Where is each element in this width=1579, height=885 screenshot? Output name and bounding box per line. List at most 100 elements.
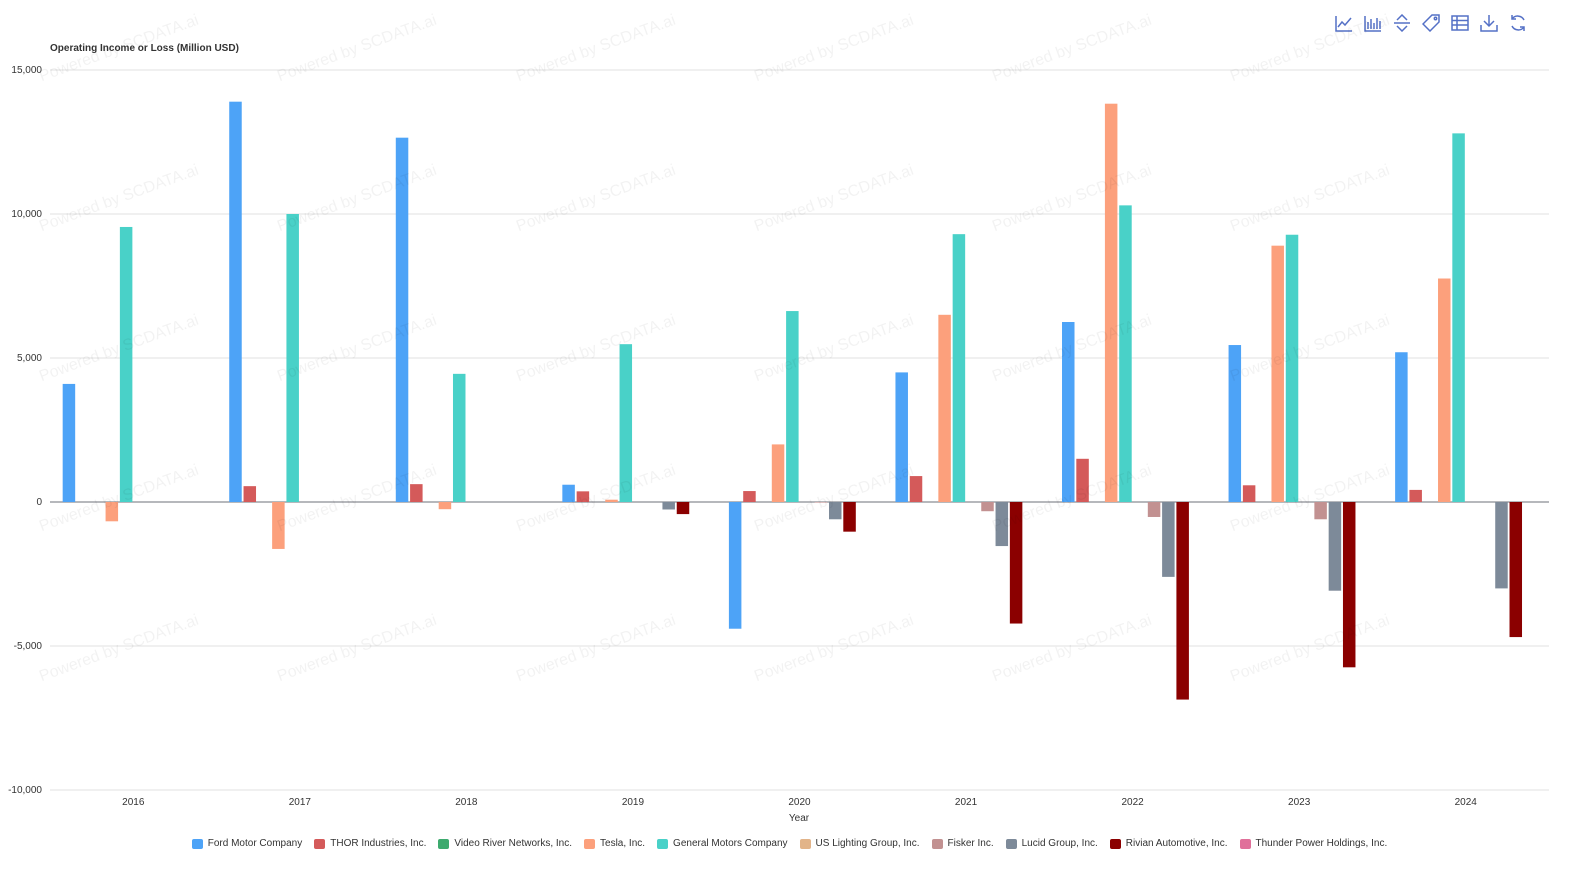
- bar[interactable]: [1395, 352, 1408, 502]
- bar[interactable]: [829, 502, 842, 520]
- legend-swatch: [314, 838, 326, 849]
- bar[interactable]: [438, 502, 452, 510]
- bar[interactable]: [1162, 502, 1175, 577]
- legend-label: Video River Networks, Inc.: [454, 838, 573, 849]
- x-tick-label: 2023: [1288, 797, 1311, 808]
- bar[interactable]: [1285, 234, 1299, 502]
- bar[interactable]: [119, 226, 133, 502]
- bar[interactable]: [952, 234, 966, 502]
- legend-item[interactable]: Tesla, Inc.: [584, 838, 645, 849]
- bar[interactable]: [814, 502, 828, 503]
- bar[interactable]: [981, 502, 994, 512]
- legend-label: Tesla, Inc.: [600, 838, 646, 849]
- bar[interactable]: [1271, 245, 1284, 502]
- legend-swatch: [1109, 838, 1121, 849]
- bar[interactable]: [1342, 502, 1356, 668]
- x-tick-label: 2016: [122, 797, 145, 808]
- legend-swatch: [1239, 838, 1251, 849]
- legend-swatch: [584, 838, 596, 849]
- bar[interactable]: [662, 502, 675, 510]
- legend-swatch: [438, 838, 450, 849]
- legend-label: Rivian Automotive, Inc.: [1125, 838, 1228, 849]
- bar[interactable]: [1228, 345, 1242, 502]
- legend-item[interactable]: General Motors Company: [657, 838, 788, 849]
- y-tick-label: 10,000: [11, 209, 42, 220]
- legend-item[interactable]: Fisker Inc.: [931, 838, 994, 849]
- bar[interactable]: [395, 137, 409, 502]
- chart-toolbar: [1335, 14, 1527, 32]
- bar[interactable]: [410, 484, 423, 502]
- x-axis-ticks: 2016 2017 2018 2019 2020 2021 2022 2023 2024: [122, 797, 1477, 808]
- x-axis-label: Year: [789, 813, 810, 824]
- refresh-icon[interactable]: [1509, 14, 1527, 32]
- x-tick-label: 2020: [788, 797, 811, 808]
- bar[interactable]: [1062, 322, 1075, 502]
- legend-swatch: [799, 838, 811, 849]
- bar[interactable]: [1242, 485, 1256, 502]
- bar[interactable]: [895, 372, 908, 502]
- bar[interactable]: [229, 101, 242, 503]
- legend-swatch: [931, 838, 943, 849]
- legend-item[interactable]: Video River Networks, Inc.: [438, 838, 572, 849]
- bar[interactable]: [1452, 133, 1465, 503]
- bar[interactable]: [1328, 502, 1342, 591]
- legend-item[interactable]: Rivian Automotive, Inc.: [1109, 838, 1228, 849]
- legend-label: Thunder Power Holdings, Inc.: [1255, 838, 1388, 849]
- bar[interactable]: [1147, 502, 1161, 517]
- y-tick-label: 15,000: [11, 65, 42, 76]
- legend-item[interactable]: Thunder Power Holdings, Inc.: [1239, 838, 1388, 849]
- x-tick-label: 2021: [955, 797, 978, 808]
- stack-toggle-icon[interactable]: [1393, 14, 1411, 32]
- legend-item[interactable]: THOR Industries, Inc.: [314, 838, 426, 849]
- legend-label: US Lighting Group, Inc.: [815, 838, 920, 849]
- bar[interactable]: [619, 344, 633, 502]
- bar[interactable]: [272, 502, 285, 549]
- bar[interactable]: [1104, 103, 1118, 503]
- bar[interactable]: [243, 486, 257, 502]
- legend-label: THOR Industries, Inc.: [330, 838, 427, 849]
- bar-chart-icon[interactable]: [1364, 14, 1382, 32]
- x-tick-label: 2024: [1455, 797, 1478, 808]
- bar[interactable]: [1495, 502, 1508, 589]
- bar[interactable]: [286, 214, 299, 502]
- chart-legend: Ford Motor Company THOR Industries, Inc. V…: [0, 838, 1579, 849]
- bar[interactable]: [1176, 502, 1189, 700]
- y-tick-label: 5,000: [17, 353, 42, 364]
- bar[interactable]: [909, 476, 923, 502]
- y-tick-label: -10,000: [8, 785, 42, 796]
- bar[interactable]: [938, 314, 951, 502]
- legend-swatch: [1005, 838, 1017, 849]
- bar[interactable]: [1314, 502, 1327, 520]
- bar[interactable]: [452, 373, 466, 502]
- bar[interactable]: [771, 444, 785, 502]
- bars: [62, 101, 1523, 700]
- legend-swatch: [657, 838, 669, 849]
- bar[interactable]: [62, 383, 76, 502]
- bar[interactable]: [1509, 502, 1523, 638]
- bar[interactable]: [676, 502, 690, 515]
- bar[interactable]: [1119, 205, 1132, 503]
- bar[interactable]: [1076, 458, 1089, 502]
- bar[interactable]: [1009, 502, 1023, 624]
- bar[interactable]: [105, 502, 119, 522]
- bar[interactable]: [605, 499, 618, 502]
- bar[interactable]: [562, 484, 575, 502]
- tag-icon[interactable]: [1422, 14, 1440, 32]
- bar[interactable]: [1438, 278, 1451, 502]
- data-table-icon[interactable]: [1451, 14, 1469, 32]
- bar[interactable]: [743, 491, 756, 502]
- legend-item[interactable]: US Lighting Group, Inc.: [799, 838, 920, 849]
- bar[interactable]: [995, 502, 1009, 547]
- bar[interactable]: [843, 502, 856, 532]
- legend-swatch: [191, 838, 203, 849]
- bar[interactable]: [786, 311, 799, 502]
- legend-item[interactable]: Lucid Group, Inc.: [1005, 838, 1098, 849]
- y-tick-label: 0: [36, 497, 42, 508]
- bar[interactable]: [1409, 489, 1422, 502]
- bar[interactable]: [576, 491, 590, 502]
- legend-item[interactable]: Ford Motor Company: [191, 838, 302, 849]
- y-axis-title: Operating Income or Loss (Million USD): [50, 43, 239, 54]
- download-icon[interactable]: [1480, 14, 1498, 32]
- line-chart-icon[interactable]: [1335, 14, 1353, 32]
- bar[interactable]: [728, 502, 742, 629]
